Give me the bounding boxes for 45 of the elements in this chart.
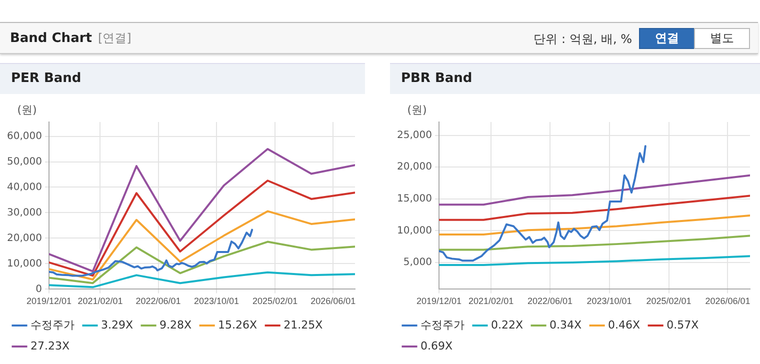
x-tick-label: 2019/12/01 [416,296,462,306]
text: 연결 [639,28,695,49]
y-tick-label: 40,000 [6,182,42,193]
legend-label: 21.25X [284,318,324,332]
y-tick-label: 15,000 [396,194,432,205]
y-axis-title: (원) [407,103,427,116]
chart-title: PBR Band [390,63,760,94]
y-tick-label: 0 [36,284,42,295]
text: 단위 : 억원, 배, % [534,31,632,48]
y-tick-label: 5,000 [403,257,432,268]
x-tick-label: 2021/02/01 [78,296,123,306]
legend-label: 수정주가 [30,318,74,332]
legend-label: 수정주가 [420,318,464,332]
x-tick-label: 2026/06/01 [310,296,356,306]
x-tick-label: 2025/02/01 [646,296,692,306]
y-tick-label: 20,000 [396,162,432,173]
y-axis-title: (원) [17,103,37,116]
y-tick-label: 10,000 [396,225,432,236]
y-tick-label: 10,000 [6,258,42,270]
legend-label: 0.22X [491,318,524,332]
text: [연결] [98,31,132,45]
y-tick-label: 25,000 [396,130,432,141]
legend-label: 0.34X [550,318,582,332]
legend-label: 0.69X [420,339,453,352]
legend-label: 0.46X [608,318,641,332]
legend-label: 15.26X [218,318,258,332]
x-tick-label: 2022/06/01 [528,296,573,306]
x-tick-label: 2025/02/01 [252,296,298,306]
x-tick-label: 2023/10/01 [586,296,632,306]
legend-label: 0.57X [666,318,700,332]
y-tick-label: 60,000 [6,130,42,142]
y-tick-label: 20,000 [6,232,42,244]
text: Band Chart [10,31,92,46]
y-tick-label: 50,000 [6,156,42,168]
legend-label: 27.23X [30,339,70,352]
legend-label: 9.28X [160,318,192,332]
x-tick-label: 2021/02/01 [468,296,514,306]
legend-label: 3.29X [101,318,134,332]
y-tick-label: 30,000 [6,207,42,218]
chart-title: PER Band [0,63,365,94]
x-tick-label: 2023/10/01 [194,296,240,306]
x-tick-label: 2026/06/01 [705,296,750,306]
x-tick-label: 2019/12/01 [26,296,72,306]
text: 별도 [694,28,750,49]
x-tick-label: 2022/06/01 [136,296,181,306]
